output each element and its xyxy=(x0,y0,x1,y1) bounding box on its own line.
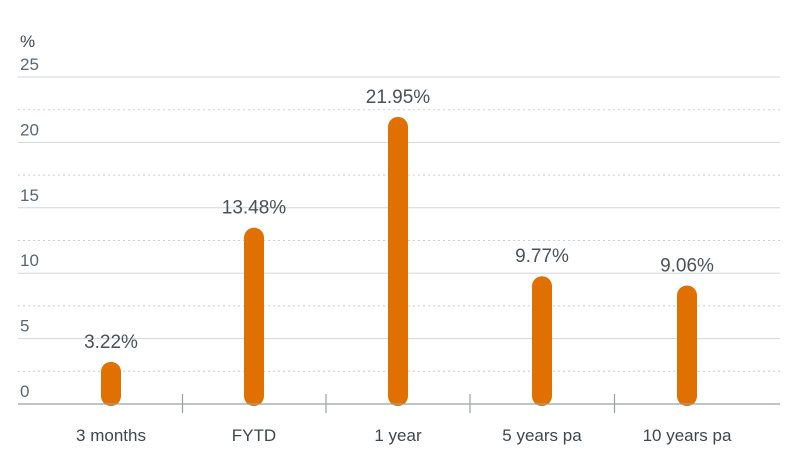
bar xyxy=(101,361,121,406)
data-label: 3.22% xyxy=(84,332,138,353)
y-tick-label: 0 xyxy=(20,382,29,401)
data-label: 13.48% xyxy=(222,198,287,219)
bars xyxy=(101,116,697,407)
bar xyxy=(532,276,552,406)
bar xyxy=(677,285,697,406)
category-label: FYTD xyxy=(232,426,276,445)
data-label: 9.77% xyxy=(515,246,569,267)
data-labels: 3.22% 13.48% 21.95% 9.77% 9.06% xyxy=(84,87,714,353)
y-tick-label: 10 xyxy=(20,251,39,270)
category-label: 3 months xyxy=(76,426,146,445)
y-tick-label: 25 xyxy=(20,55,39,74)
bar xyxy=(388,116,408,407)
category-labels: 3 months FYTD 1 year 5 years pa 10 years pa xyxy=(76,426,732,445)
y-tick-label: 5 xyxy=(20,317,29,336)
y-tick-labels: 0 5 10 15 20 25 xyxy=(20,55,39,401)
data-label: 9.06% xyxy=(660,255,714,276)
x-axis-separators xyxy=(181,394,616,413)
y-unit-label: % xyxy=(20,32,35,51)
y-tick-label: 20 xyxy=(20,120,39,139)
y-tick-label: 15 xyxy=(20,186,39,205)
category-label: 5 years pa xyxy=(502,426,582,445)
data-label: 21.95% xyxy=(366,87,431,108)
category-label: 10 years pa xyxy=(643,426,732,445)
category-label: 1 year xyxy=(374,426,422,445)
bar xyxy=(244,227,264,406)
